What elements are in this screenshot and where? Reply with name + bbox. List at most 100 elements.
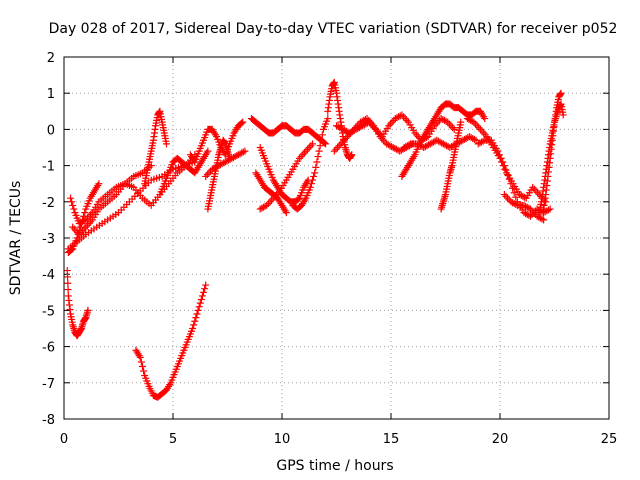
data-point [322,140,330,148]
y-tick-label: 2 [47,51,55,66]
data-point [495,151,503,159]
data-point [195,303,203,311]
y-tick-label: -3 [42,232,55,247]
data-point [324,115,332,123]
y-tick-label: 1 [47,87,55,102]
x-tick-label: 0 [60,432,68,447]
data-point [504,171,512,179]
data-point [75,227,83,235]
data-point [190,321,198,329]
series-arc-J [247,115,330,148]
data-point [64,286,72,294]
data-point [348,151,356,159]
series-morning-low-arc [132,281,210,401]
data-point [306,183,314,191]
data-point [64,279,72,287]
series-arc-Y [535,100,567,217]
data-point [74,230,82,238]
data-point [70,205,78,213]
plot-frame [63,56,610,420]
chart-title: Day 028 of 2017, Sidereal Day-to-day VTE… [49,21,618,37]
data-point [201,285,209,293]
y-tick-label: -7 [42,377,55,392]
data-points [63,78,567,401]
data-point [191,317,199,325]
data-point [63,267,71,275]
data-point [546,205,554,213]
data-point [317,136,325,144]
data-point [507,180,515,188]
data-point [79,216,87,224]
data-point [312,163,320,171]
data-point [311,169,319,177]
data-point [545,206,553,214]
y-tick-label: -6 [42,341,55,356]
data-point [405,141,413,149]
data-point [309,140,317,148]
data-point [192,314,200,322]
data-point [361,115,369,123]
series-arc-W [500,191,548,224]
y-tick-label: -1 [42,160,55,175]
data-point [162,140,170,148]
data-point [318,131,326,139]
series-arc-N [289,115,332,213]
data-point [509,184,517,192]
data-point [80,212,88,220]
data-point [472,136,480,144]
y-tick-label: -5 [42,304,55,319]
series-early-low-arc [63,267,92,340]
data-point [502,166,510,174]
data-point [202,281,210,289]
data-point [538,215,546,223]
series-arc-L [256,144,312,206]
x-tick-labels: 0 5 10 15 20 25 [60,432,617,447]
data-point [68,246,76,254]
data-point [200,288,208,296]
data-point [457,118,465,126]
series-arc-D [64,180,103,256]
data-point [500,162,508,170]
data-point [510,189,518,197]
data-point [499,158,507,166]
data-point [140,367,148,375]
y-tick-label: 0 [47,123,55,138]
data-point [315,147,323,155]
data-point [512,201,520,209]
data-point [294,195,302,203]
series-arc-M [256,140,317,213]
series-arc-E [141,107,170,188]
series-arc-S [400,133,480,151]
series-arc-I [202,147,249,180]
data-point [525,211,533,219]
data-point [81,209,89,217]
data-point [239,148,247,156]
y-axis-label: SDTVAR / TECUs [8,181,24,296]
data-point [559,111,567,119]
data-point [481,115,489,123]
data-point [189,325,197,332]
data-point [309,176,317,184]
x-tick-label: 10 [274,432,291,447]
data-point [69,201,77,209]
data-point [138,363,146,371]
data-point [396,112,404,120]
data-point [314,153,322,161]
y-tick-label: -2 [42,196,55,211]
data-point [313,158,321,166]
data-point [307,180,315,188]
data-point [238,119,246,127]
y-tick-label: -4 [42,268,55,283]
x-tick-label: 15 [383,432,400,447]
data-point [239,118,247,126]
y-tick-label: -8 [42,413,55,428]
data-point [557,89,565,97]
data-point [76,223,84,231]
data-point [193,310,201,318]
series-arc-F [156,147,212,199]
data-point [204,147,212,155]
data-point [505,175,513,183]
data-point [84,306,92,314]
